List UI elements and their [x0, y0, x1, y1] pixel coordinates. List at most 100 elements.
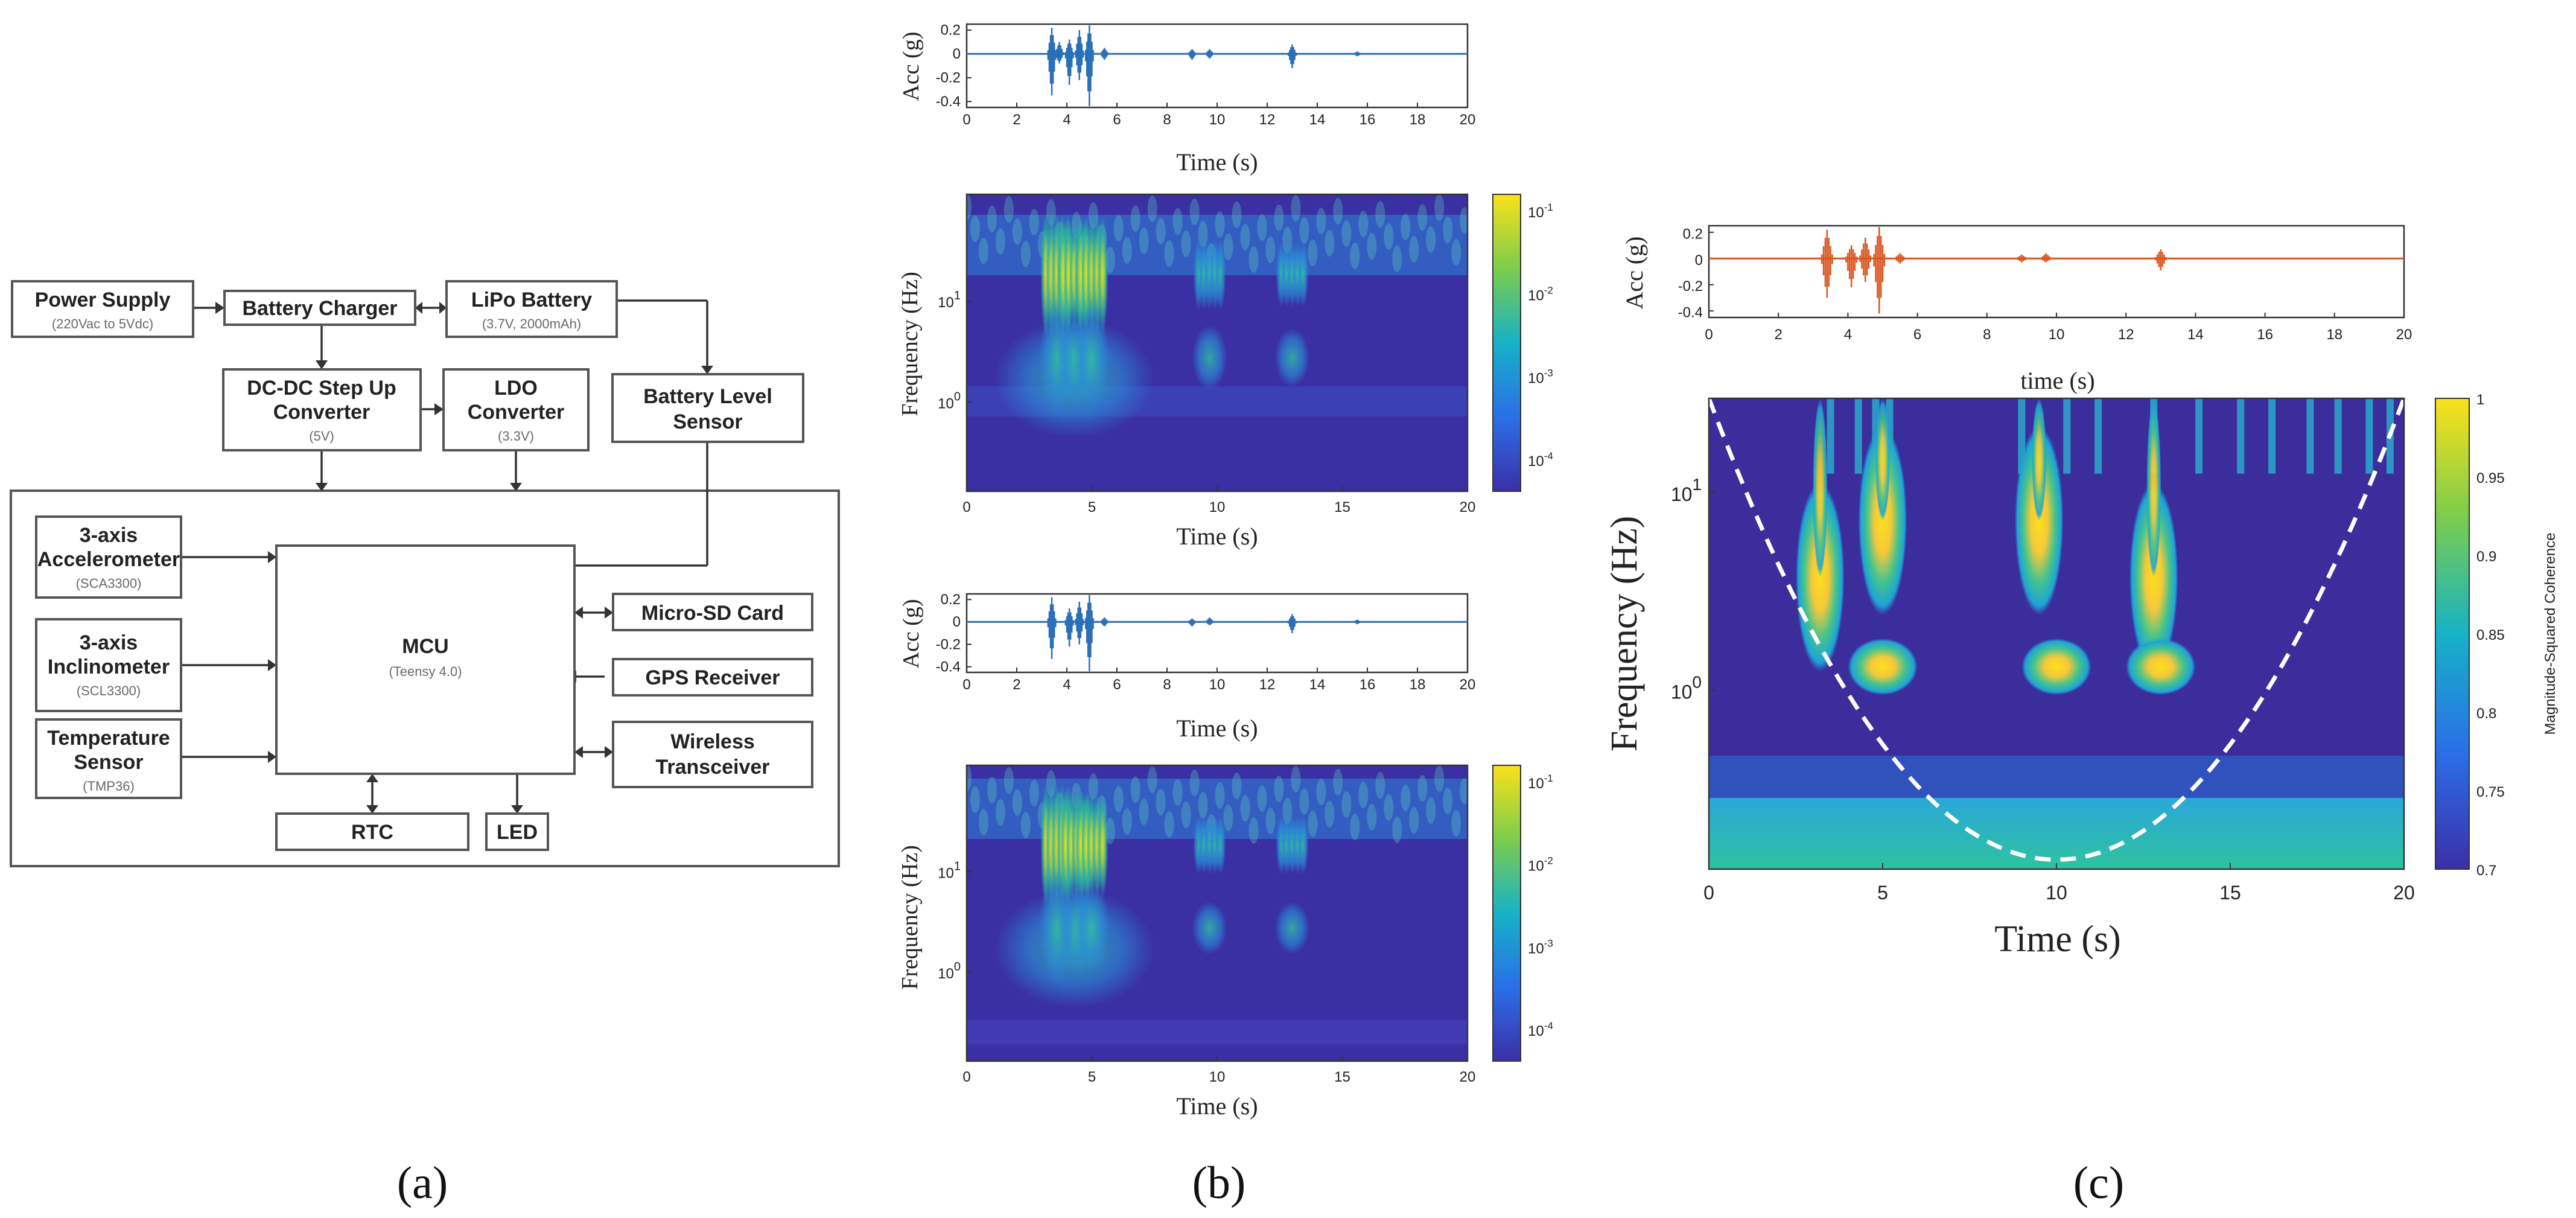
coherence-streak: [2268, 398, 2276, 474]
colorbar-tick-label: 0.85: [2476, 627, 2505, 643]
block-dcdc-converter: DC-DC Step Up Converter (5V): [222, 368, 422, 451]
y-axis-label: Frequency (Hz): [897, 845, 923, 990]
colorbar-tick-label: 0.9: [2476, 549, 2496, 565]
x-axis-label: Time (s): [1176, 1092, 1258, 1120]
block-title-line2: Transceiver: [655, 756, 769, 779]
y-tick-label: -0.2: [1678, 278, 1703, 295]
x-tick-label: 20: [1460, 1069, 1476, 1085]
cwt-hotspot: [1274, 815, 1310, 955]
block-led: LED: [485, 812, 549, 851]
y-axis-label: Acc (g): [1621, 236, 1648, 309]
coherence-streak: [2063, 398, 2071, 474]
x-tick-label: 18: [2326, 327, 2342, 343]
block-lipo-battery: LiPo Battery (3.7V, 2000mAh): [445, 280, 618, 338]
block-title-line2: Sensor: [74, 751, 143, 774]
block-title-line2: Sensor: [673, 410, 742, 433]
x-tick-label: 10: [1209, 499, 1226, 515]
x-tick-label: 20: [2396, 327, 2412, 343]
block-title: Battery Level: [643, 385, 772, 408]
x-tick-label: 20: [1460, 112, 1476, 128]
signal-burst: [1821, 229, 1833, 298]
x-tick-label: 2: [1013, 677, 1020, 693]
x-tick-label: 6: [1113, 112, 1121, 128]
b-bottom-signal-plot: 0 2 4 6 8 10 12 14 16 18 20 0.2 0 -0.2 -0.4 Acc (g) Ti…: [898, 591, 1475, 742]
coherence-streak: [2237, 398, 2245, 474]
y-tick-label: 0: [953, 614, 961, 630]
block-title: 3-axis: [80, 524, 138, 547]
signal-burst: [1099, 617, 1109, 627]
y-axis-label: Frequency (Hz): [897, 272, 923, 416]
x-tick-label: 16: [1360, 112, 1376, 128]
x-tick-label: 12: [1259, 112, 1276, 128]
block-title: 3-axis: [80, 631, 138, 654]
x-tick-label: 15: [2219, 882, 2241, 904]
block-wireless: Wireless Transceiver: [612, 721, 813, 788]
block-subtitle: (5V): [309, 429, 334, 444]
colorbar-tick-label: 0.75: [2476, 784, 2505, 800]
block-title: Micro-SD Card: [641, 602, 784, 625]
x-tick-label: 4: [1844, 327, 1852, 343]
block-subtitle: (3.7V, 2000mAh): [482, 316, 581, 331]
signal-burst: [1084, 595, 1094, 672]
b-top-signal-plot: 0 2 4 6 8 10 12 14 16 18 20 0.2 0 -0.2 -0.4 Acc (g) Ti…: [898, 22, 1475, 176]
signal-burst: [2015, 254, 2028, 263]
signal-burst: [1894, 253, 1906, 264]
x-axis-label: time (s): [2020, 367, 2094, 394]
block-subtitle: (3.3V): [498, 429, 534, 444]
cwt-hotspot: [1192, 815, 1227, 955]
y-tick-label: 101: [938, 289, 961, 311]
x-tick-label: 16: [1360, 677, 1376, 693]
x-tick-label: 15: [1334, 499, 1350, 515]
x-tick-label: 14: [2187, 327, 2204, 343]
signal-burst: [1845, 245, 1858, 288]
x-tick-label: 20: [2393, 882, 2415, 904]
block-subtitle: (Teensy 4.0): [389, 664, 462, 679]
y-tick-label: -0.2: [936, 636, 961, 652]
coherence-blob: [2126, 638, 2196, 695]
x-axis-label: Time (s): [1176, 148, 1258, 176]
y-tick-label: 100: [1671, 673, 1702, 703]
colorbar-tick-label: 10-2: [1528, 284, 1553, 304]
signal-burst: [1352, 619, 1362, 625]
x-tick-label: 6: [1913, 327, 1921, 343]
x-tick-label: 0: [962, 677, 970, 693]
y-tick-label: -0.4: [1678, 305, 1703, 321]
signal-burst: [1075, 30, 1084, 80]
signal-burst: [1288, 44, 1297, 68]
coherence-streak: [2365, 398, 2373, 474]
x-tick-label: 8: [1163, 112, 1171, 128]
b-bottom-cwt-plot: 0 5 10 15 20 101 100 Frequency (Hz) Time (s) 1…: [897, 764, 1553, 1120]
coherence-streak: [2195, 398, 2203, 474]
x-tick-label: 10: [1209, 1069, 1226, 1085]
x-tick-label: 5: [1088, 499, 1096, 515]
coherence-column: [1875, 398, 1890, 521]
y-tick-label: 0.2: [1683, 226, 1703, 242]
x-tick-label: 6: [1113, 677, 1121, 693]
coherence-streak: [1827, 398, 1834, 474]
colorbar-tick-label: 0.8: [2476, 706, 2496, 722]
x-tick-label: 5: [1877, 882, 1888, 904]
colorbar-tick-label: 10-1: [1528, 773, 1553, 792]
block-title-line2: Inclinometer: [48, 655, 170, 678]
block-battery-charger: Battery Charger: [223, 290, 416, 326]
x-tick-label: 0: [1705, 327, 1713, 343]
colorbar: [2435, 398, 2470, 870]
x-tick-label: 2: [1775, 327, 1783, 343]
coherence-column: [2032, 398, 2047, 521]
x-tick-label: 14: [1309, 677, 1326, 693]
x-tick-label: 8: [1983, 327, 1991, 343]
panel-label-a: (a): [397, 1158, 448, 1208]
x-tick-label: 2: [1013, 112, 1020, 128]
colorbar-tick-label: 10-3: [1528, 937, 1553, 957]
signal-burst: [1047, 27, 1057, 96]
block-title: Power Supply: [35, 289, 171, 311]
signal-burst: [1064, 608, 1074, 647]
c-coherence-plot: 0 5 10 15 20 101 100 Frequency (Hz) Time (s) 1…: [1604, 392, 2559, 960]
x-tick-label: 10: [1209, 112, 1226, 128]
colorbar: [1492, 765, 1521, 1062]
x-tick-label: 12: [2118, 327, 2134, 343]
block-title-line2: Converter: [468, 401, 565, 424]
x-tick-label: 4: [1063, 112, 1070, 128]
signal-burst: [1188, 618, 1197, 627]
cone-of-influence: [1709, 398, 2404, 862]
